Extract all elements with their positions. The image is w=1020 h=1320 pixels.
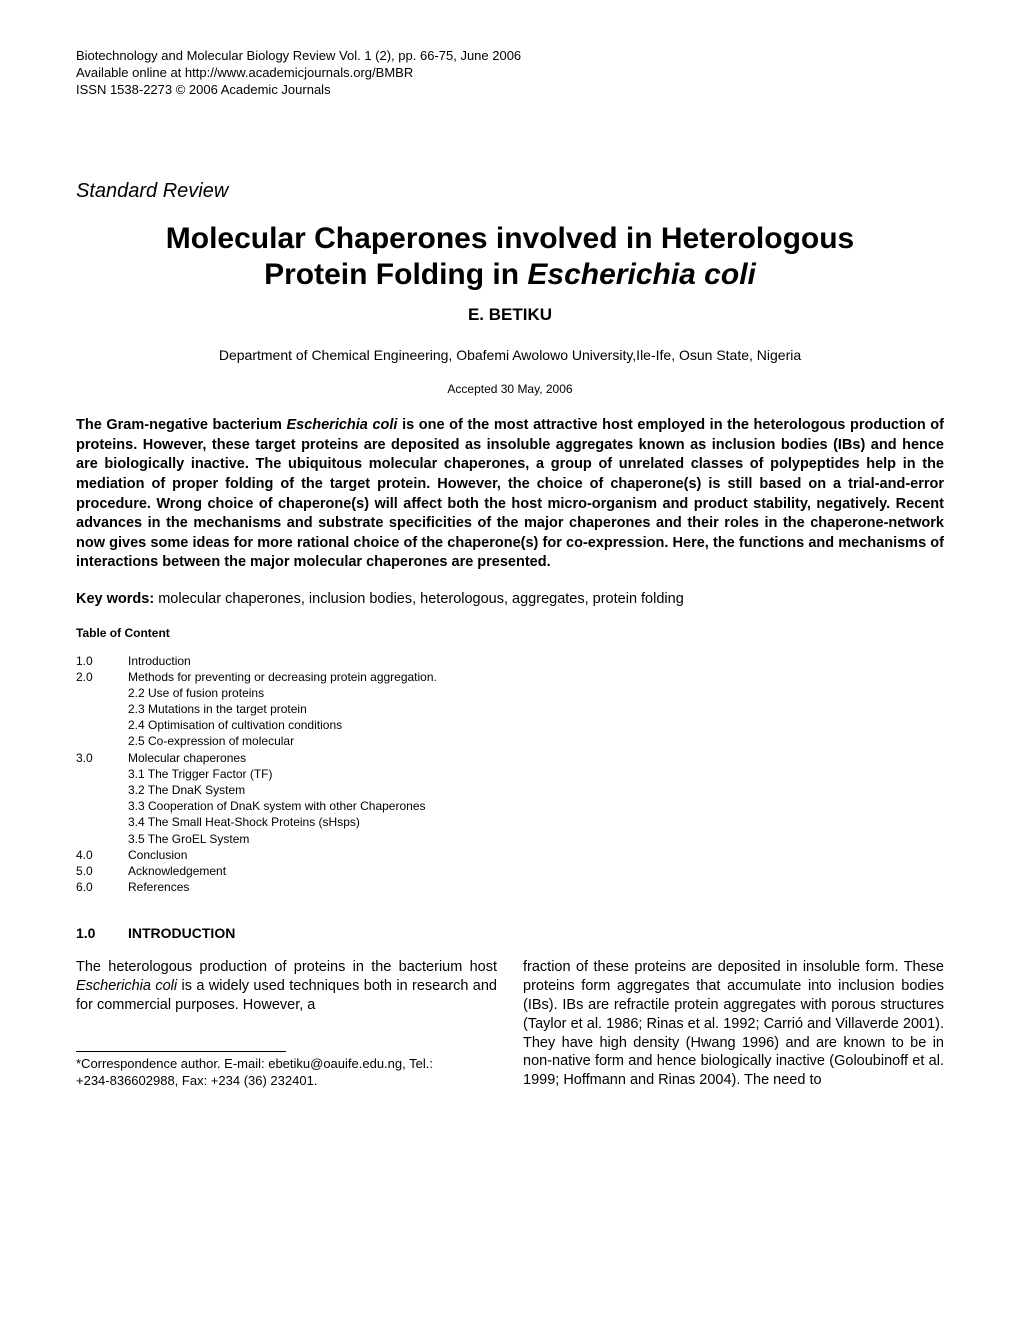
abstract-part2: is one of the most attractive host emplo…	[76, 417, 944, 570]
abstract-part1: The Gram-negative bacterium	[76, 417, 286, 433]
toc-item-num: 1.0	[76, 653, 128, 669]
intro-heading-text: INTRODUCTION	[128, 925, 235, 941]
toc-item-text: Acknowledgement	[128, 863, 226, 879]
toc-item-text: Methods for preventing or decreasing pro…	[128, 669, 437, 685]
toc-item-num: 3.0	[76, 750, 128, 766]
toc-item-text: Conclusion	[128, 847, 187, 863]
journal-header: Biotechnology and Molecular Biology Revi…	[76, 48, 944, 99]
toc-subitem: 3.1 The Trigger Factor (TF)	[76, 766, 944, 782]
toc-item-num: 6.0	[76, 879, 128, 895]
toc-subitem: 2.3 Mutations in the target protein	[76, 701, 944, 717]
toc-item-text: Molecular chaperones	[128, 750, 246, 766]
body-col1-pre: The heterologous production of proteins …	[76, 959, 497, 975]
toc-subitem: 3.5 The GroEL System	[76, 831, 944, 847]
intro-para-left: The heterologous production of proteins …	[76, 958, 497, 1015]
author-affiliation: Department of Chemical Engineering, Obaf…	[76, 347, 944, 364]
toc-subitem: 2.4 Optimisation of cultivation conditio…	[76, 717, 944, 733]
toc-item-num: 5.0	[76, 863, 128, 879]
toc-item: 3.0Molecular chaperones	[76, 750, 944, 766]
body-col1-species: Escherichia coli	[76, 978, 177, 994]
journal-url: Available online at http://www.academicj…	[76, 65, 944, 82]
accepted-date: Accepted 30 May, 2006	[76, 382, 944, 396]
intro-para-right: fraction of these proteins are deposited…	[523, 958, 944, 1090]
body-columns: The heterologous production of proteins …	[76, 958, 944, 1090]
correspondence-footnote: *Correspondence author. E-mail: ebetiku@…	[76, 1056, 497, 1090]
toc-item: 1.0Introduction	[76, 653, 944, 669]
toc-subitem: 2.5 Co-expression of molecular	[76, 733, 944, 749]
title-line2-pre: Protein Folding in	[264, 258, 527, 291]
title-species: Escherichia coli	[527, 258, 755, 291]
table-of-contents: 1.0Introduction2.0Methods for preventing…	[76, 653, 944, 896]
toc-item-num: 2.0	[76, 669, 128, 685]
column-left: The heterologous production of proteins …	[76, 958, 497, 1090]
toc-subitem: 2.2 Use of fusion proteins	[76, 685, 944, 701]
toc-item: 2.0Methods for preventing or decreasing …	[76, 669, 944, 685]
abstract-species: Escherichia coli	[286, 417, 397, 433]
abstract-text: The Gram-negative bacterium Escherichia …	[76, 416, 944, 573]
toc-item: 6.0References	[76, 879, 944, 895]
toc-subitem: 3.3 Cooperation of DnaK system with othe…	[76, 798, 944, 814]
keywords-label: Key words:	[76, 591, 154, 607]
intro-heading-num: 1.0	[76, 925, 128, 942]
toc-heading: Table of Content	[76, 626, 944, 640]
toc-item: 5.0Acknowledgement	[76, 863, 944, 879]
article-title: Molecular Chaperones involved in Heterol…	[76, 221, 944, 293]
keywords: Key words: molecular chaperones, inclusi…	[76, 591, 944, 608]
title-line1: Molecular Chaperones involved in Heterol…	[166, 222, 854, 255]
toc-item-num: 4.0	[76, 847, 128, 863]
article-type: Standard Review	[76, 179, 944, 203]
footnote-rule	[76, 1051, 286, 1052]
keywords-text: molecular chaperones, inclusion bodies, …	[154, 591, 684, 607]
column-right: fraction of these proteins are deposited…	[523, 958, 944, 1090]
toc-subitem: 3.2 The DnaK System	[76, 782, 944, 798]
intro-heading: 1.0INTRODUCTION	[76, 925, 944, 942]
footnote-line2: +234-836602988, Fax: +234 (36) 232401.	[76, 1073, 497, 1090]
author-name: E. BETIKU	[76, 305, 944, 325]
footnote-line1: *Correspondence author. E-mail: ebetiku@…	[76, 1056, 497, 1073]
journal-issn: ISSN 1538-2273 © 2006 Academic Journals	[76, 82, 944, 99]
toc-subitem: 3.4 The Small Heat-Shock Proteins (sHsps…	[76, 814, 944, 830]
toc-item-text: References	[128, 879, 189, 895]
toc-item-text: Introduction	[128, 653, 191, 669]
journal-citation: Biotechnology and Molecular Biology Revi…	[76, 48, 944, 65]
toc-item: 4.0Conclusion	[76, 847, 944, 863]
